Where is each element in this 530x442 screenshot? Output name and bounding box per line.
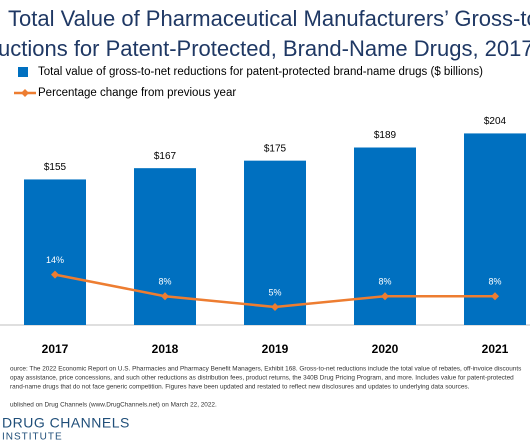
- logo-text: DRUG CHANNELS: [2, 415, 130, 431]
- legend-swatch: [18, 67, 28, 77]
- data-label: 8%: [488, 277, 501, 287]
- data-label: $204: [484, 116, 507, 127]
- chart-title: uctions for Patent-Protected, Brand-Name…: [0, 36, 530, 61]
- line-marker: [271, 303, 279, 311]
- x-tick-label: 2021: [482, 342, 509, 356]
- source-note: rand-name drugs that do not face generic…: [10, 384, 470, 391]
- data-label: $175: [264, 143, 287, 154]
- line-marker: [161, 292, 169, 301]
- bar: [134, 168, 196, 325]
- data-label: 14%: [46, 255, 64, 265]
- line-marker: [51, 270, 59, 279]
- x-tick-label: 2020: [372, 342, 399, 356]
- data-label: $167: [154, 151, 177, 162]
- source-note: ublished on Drug Channels (www.DrugChann…: [10, 402, 217, 409]
- x-tick-label: 2019: [262, 342, 289, 356]
- data-label: $189: [374, 130, 397, 141]
- logo-text: INSTITUTE: [2, 432, 63, 442]
- data-label: 8%: [378, 277, 391, 287]
- line-marker: [491, 292, 499, 301]
- x-tick-label: 2018: [152, 342, 179, 356]
- bar: [24, 179, 86, 325]
- chart-title: Total Value of Pharmaceutical Manufactur…: [8, 6, 530, 31]
- source-note: ource: The 2022 Economic Report on U.S. …: [10, 366, 521, 373]
- data-label: 5%: [268, 287, 281, 297]
- legend-swatch: [21, 89, 29, 97]
- legend-label: Percentage change from previous year: [38, 87, 236, 99]
- source-note: opay assistance, price concessions, and …: [10, 375, 514, 382]
- data-label: $155: [44, 162, 67, 173]
- bar: [244, 160, 306, 325]
- legend-label: Total value of gross-to-net reductions f…: [38, 66, 483, 78]
- x-tick-label: 2017: [42, 342, 69, 356]
- line-marker: [381, 292, 389, 301]
- data-label: 8%: [158, 277, 171, 287]
